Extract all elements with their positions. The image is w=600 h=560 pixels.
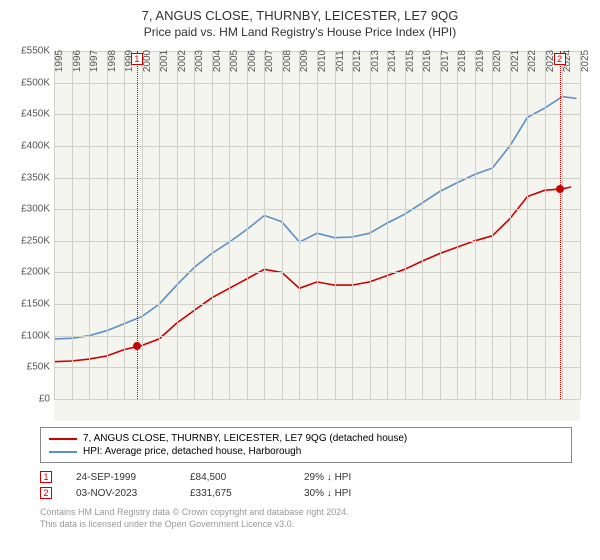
marker-row: 2 03-NOV-2023 £331,675 30% ↓ HPI (40, 485, 572, 501)
x-axis-label: 2018 (457, 50, 468, 72)
x-axis-label: 2003 (194, 50, 205, 72)
footer-line-2: This data is licensed under the Open Gov… (40, 519, 572, 531)
x-axis-label: 1996 (72, 50, 83, 72)
x-axis-label: 2015 (405, 50, 416, 72)
y-axis-label: £550K (21, 46, 50, 57)
x-axis-label: 2006 (247, 50, 258, 72)
marker-price: £84,500 (190, 472, 280, 483)
marker-row: 1 24-SEP-1999 £84,500 29% ↓ HPI (40, 469, 572, 485)
y-axis-label: £250K (21, 235, 50, 246)
footer-line-1: Contains HM Land Registry data © Crown c… (40, 507, 572, 519)
legend-swatch (49, 438, 77, 440)
x-axis-label: 2012 (352, 50, 363, 72)
marker-number: 2 (40, 487, 52, 499)
marker-diff: 30% ↓ HPI (304, 488, 394, 499)
x-axis-label: 2025 (580, 50, 591, 72)
y-axis-label: £150K (21, 299, 50, 310)
legend-label: HPI: Average price, detached house, Harb… (83, 446, 301, 457)
x-axis-label: 2016 (422, 50, 433, 72)
legend-row: HPI: Average price, detached house, Harb… (49, 445, 563, 458)
x-axis-label: 2007 (264, 50, 275, 72)
x-axis-label: 1997 (89, 50, 100, 72)
x-axis-label: 2005 (229, 50, 240, 72)
legend-label: 7, ANGUS CLOSE, THURNBY, LEICESTER, LE7 … (83, 433, 407, 444)
x-axis-label: 2020 (492, 50, 503, 72)
series-line-hpi (54, 97, 577, 339)
marker-dot-1 (133, 342, 141, 350)
x-axis-label: 2002 (177, 50, 188, 72)
marker-table: 1 24-SEP-1999 £84,500 29% ↓ HPI 2 03-NOV-2023… (40, 469, 572, 501)
legend-swatch (49, 451, 77, 453)
y-axis-label: £400K (21, 140, 50, 151)
y-axis-label: £350K (21, 172, 50, 183)
y-axis-label: £50K (27, 362, 50, 373)
x-axis-label: 2014 (387, 50, 398, 72)
marker-box-2: 2 (554, 53, 566, 65)
x-axis-label: 2001 (159, 50, 170, 72)
marker-box-1: 1 (131, 53, 143, 65)
marker-dot-2 (556, 185, 564, 193)
y-axis-label: £100K (21, 330, 50, 341)
x-axis-label: 2010 (317, 50, 328, 72)
chart-title: 7, ANGUS CLOSE, THURNBY, LEICESTER, LE7 … (0, 8, 600, 23)
x-axis-label: 2021 (510, 50, 521, 72)
marker-date: 24-SEP-1999 (76, 472, 166, 483)
chart-subtitle: Price paid vs. HM Land Registry's House … (0, 25, 600, 39)
x-axis-label: 2004 (212, 50, 223, 72)
footer-text: Contains HM Land Registry data © Crown c… (40, 507, 572, 530)
x-axis-label: 1998 (107, 50, 118, 72)
y-axis-label: £0 (39, 394, 50, 405)
x-axis-label: 2013 (370, 50, 381, 72)
x-axis-label: 2019 (475, 50, 486, 72)
marker-number: 1 (40, 471, 52, 483)
legend: 7, ANGUS CLOSE, THURNBY, LEICESTER, LE7 … (40, 427, 572, 463)
x-axis-label: 2011 (335, 50, 346, 72)
chart-area: £0£50K£100K£150K£200K£250K£300K£350K£400… (54, 51, 580, 421)
x-axis-label: 2000 (142, 50, 153, 72)
y-axis-label: £500K (21, 77, 50, 88)
marker-price: £331,675 (190, 488, 280, 499)
x-axis-label: 2009 (299, 50, 310, 72)
y-axis-label: £200K (21, 267, 50, 278)
y-axis-label: £300K (21, 204, 50, 215)
x-axis-label: 2008 (282, 50, 293, 72)
x-axis-label: 2022 (527, 50, 538, 72)
marker-line-2 (560, 51, 561, 399)
marker-date: 03-NOV-2023 (76, 488, 166, 499)
y-axis-label: £450K (21, 109, 50, 120)
marker-diff: 29% ↓ HPI (304, 472, 394, 483)
x-axis-label: 2017 (440, 50, 451, 72)
legend-row: 7, ANGUS CLOSE, THURNBY, LEICESTER, LE7 … (49, 432, 563, 445)
x-axis-label: 1995 (54, 50, 65, 72)
